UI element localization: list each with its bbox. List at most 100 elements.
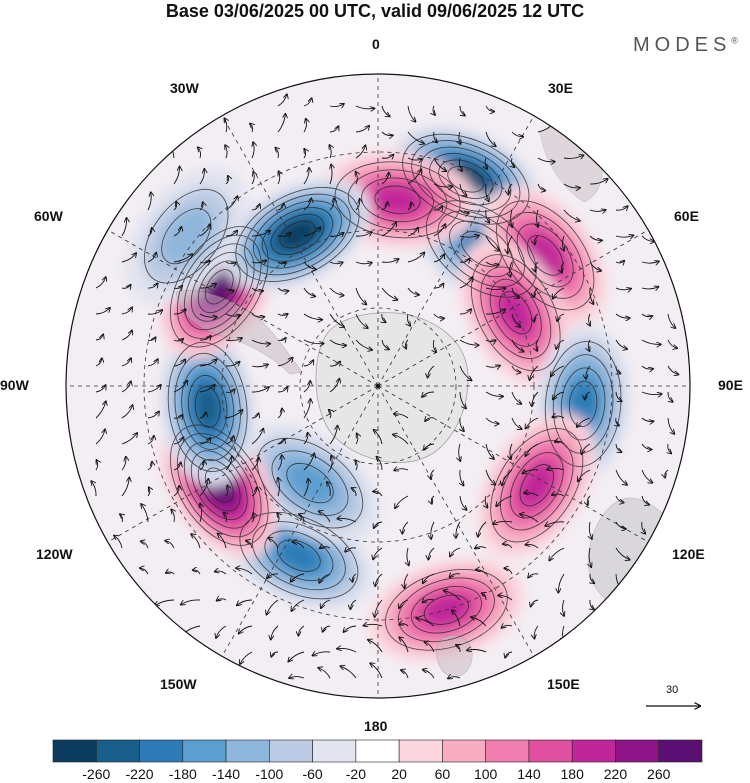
wind-arrow (553, 391, 565, 399)
wind-arrow (121, 307, 132, 315)
wind-arrow (375, 599, 383, 617)
wind-arrow (329, 104, 344, 107)
wind-arrow (355, 145, 365, 159)
wind-arrow (433, 224, 445, 237)
wind-arrow (589, 313, 591, 326)
wind-arrow (303, 313, 322, 320)
wind-arrow (511, 391, 521, 404)
wind-arrow (532, 391, 539, 406)
wind-arrow (95, 334, 103, 341)
colorbar-tick-label: -260 (82, 766, 111, 782)
wind-arrow (368, 640, 383, 653)
contour (264, 530, 334, 581)
wind-arrow (246, 541, 253, 549)
wind-arrow (381, 339, 389, 349)
reference-vector-label: 30 (666, 684, 679, 696)
wind-arrow (121, 433, 137, 445)
contour (286, 462, 334, 504)
wind-arrow (511, 417, 522, 429)
colorbar-swatch (355, 739, 400, 763)
wind-arrow (199, 313, 217, 317)
wind-arrow (147, 436, 154, 445)
wind-arrow (641, 443, 652, 449)
wind-arrow (225, 338, 242, 341)
wind-arrow (121, 358, 131, 367)
colorbar-tick-label: -220 (125, 766, 154, 782)
wind-arrow (422, 391, 435, 397)
wind-arrow (476, 570, 487, 575)
wind-arrow (615, 288, 631, 290)
wind-arrow (121, 405, 133, 419)
wind-arrow (329, 456, 332, 471)
contour (239, 512, 359, 600)
contour (252, 200, 342, 269)
wind-arrow (399, 624, 409, 627)
wind-arrow (289, 677, 305, 679)
wind-arrow (394, 469, 409, 471)
wind-arrow (225, 456, 232, 471)
wind-arrow (363, 624, 383, 626)
wind-arrow (556, 339, 565, 349)
colorbar-swatch (139, 739, 184, 763)
wind-arrow (456, 521, 461, 538)
wind-arrow (251, 488, 257, 497)
contour (190, 450, 248, 521)
colorbar-tick-label: -60 (302, 766, 323, 782)
wind-arrow (547, 468, 565, 470)
wind-arrow (537, 183, 545, 191)
wind-arrow (668, 391, 673, 402)
wind-arrow (433, 284, 444, 288)
map-boundary (65, 73, 691, 699)
wind-arrow (304, 149, 306, 159)
wind-arrow (173, 286, 182, 289)
wind-arrow (616, 365, 621, 374)
wind-arrow (642, 521, 646, 534)
wind-arrow (407, 158, 422, 160)
wind-arrow (667, 339, 677, 348)
wind-arrow (641, 469, 652, 483)
wind-arrow (277, 94, 287, 107)
wind-arrow (589, 235, 602, 240)
wind-arrow (615, 235, 633, 237)
lon-label-120e: 120E (672, 546, 705, 562)
wind-arrow (667, 417, 674, 434)
lon-label-30e: 30E (548, 80, 573, 96)
wind-arrow (352, 573, 357, 582)
wind-arrow (530, 365, 539, 380)
colorbar-tick-label: 140 (517, 766, 541, 782)
colorbar-swatch (571, 739, 616, 763)
wind-arrow (485, 105, 494, 112)
wind-arrow (493, 521, 513, 524)
wind-arrow (303, 287, 315, 296)
wind-arrow (200, 504, 202, 523)
wind-arrow (615, 495, 624, 503)
wind-arrow (508, 235, 513, 253)
wind-arrow (95, 429, 105, 445)
colorbar-swatch (52, 739, 97, 763)
wind-arrow (199, 225, 210, 237)
wind-arrow (641, 365, 653, 369)
wind-arrow (417, 618, 435, 627)
contour (143, 188, 229, 284)
meridian-line (221, 115, 379, 387)
wind-arrow (407, 131, 424, 144)
wind-arrow (278, 171, 280, 185)
wind-arrow (588, 339, 590, 351)
wind-arrow (329, 262, 343, 264)
wind-arrow (525, 443, 539, 456)
wind-arrow (147, 228, 152, 237)
wind-arrow (277, 287, 288, 291)
wind-arrow (486, 209, 490, 223)
wind-arrow (551, 365, 565, 376)
wind-arrow (277, 233, 291, 236)
wind-arrow (537, 157, 555, 162)
wind-arrow (508, 183, 513, 195)
wind-arrow (199, 461, 204, 471)
wind-arrow (478, 521, 487, 537)
wind-arrow (555, 441, 565, 445)
wind-arrow (407, 203, 411, 211)
wind-arrow (199, 336, 211, 340)
wind-arrow (277, 358, 293, 367)
contour (204, 467, 234, 503)
colorbar-tick-label: 260 (647, 766, 671, 782)
